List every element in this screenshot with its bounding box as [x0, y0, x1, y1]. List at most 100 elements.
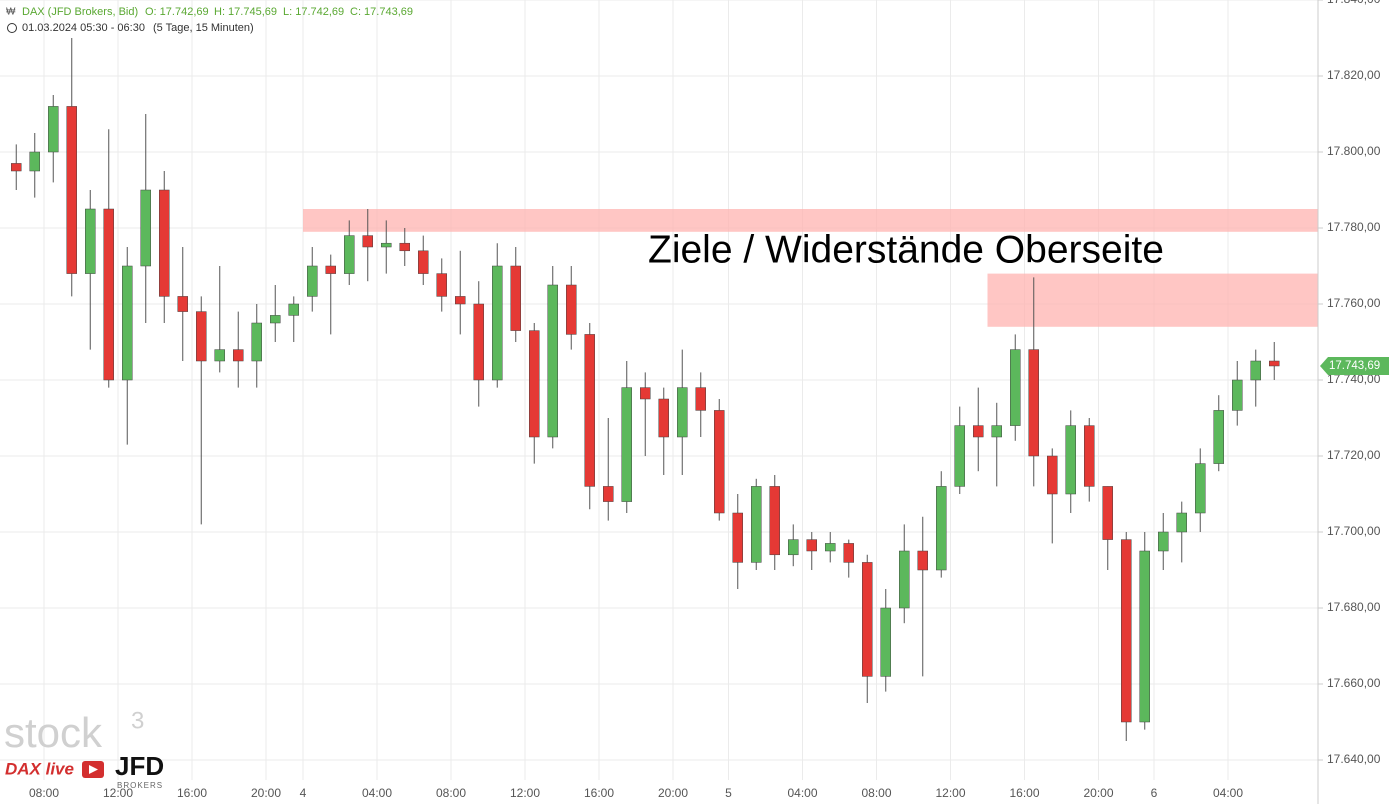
last-price-label: 17.743,69 — [1329, 360, 1380, 372]
candle-body — [11, 163, 22, 172]
candle-body — [547, 284, 558, 438]
y-tick-label: 17.840,00 — [1327, 0, 1381, 6]
candle-body — [603, 486, 614, 502]
symbol: DAX (JFD Brokers, Bid) — [22, 6, 138, 18]
candle-body — [880, 607, 891, 677]
x-tick-label: 08:00 — [29, 786, 59, 800]
candle-body — [1102, 486, 1113, 540]
x-tick-label: 20:00 — [1083, 786, 1113, 800]
candle-body — [66, 106, 77, 274]
x-tick-label: 20:00 — [658, 786, 688, 800]
grid — [0, 0, 1318, 780]
candle-body — [1139, 550, 1150, 723]
candle-body — [288, 303, 299, 316]
candle-body — [344, 235, 355, 274]
candle-body — [103, 208, 114, 381]
x-tick-label: 08:00 — [436, 786, 466, 800]
y-tick-label: 17.680,00 — [1327, 600, 1381, 614]
y-tick-label: 17.780,00 — [1327, 220, 1381, 234]
candle-body — [214, 349, 225, 362]
candle-body — [677, 387, 688, 438]
candle-body — [1121, 539, 1132, 723]
candle-body — [492, 265, 503, 381]
candle-body — [48, 106, 59, 153]
candle-body — [1084, 425, 1095, 487]
x-tick-label: 16:00 — [584, 786, 614, 800]
candle-body — [510, 265, 521, 331]
y-tick-label: 17.740,00 — [1327, 372, 1381, 386]
logo-sup: 3 — [131, 707, 144, 734]
play-triangle — [89, 765, 98, 774]
candle-body — [177, 296, 188, 312]
broker: JFD — [115, 751, 164, 781]
candle-body — [640, 387, 651, 400]
x-tick-label: 16:00 — [177, 786, 207, 800]
open-text: O: 17.742,69 — [145, 6, 209, 18]
zones — [303, 209, 1318, 327]
branding: stock 3 DAX live JFD BROKERS — [4, 707, 164, 790]
close-text: C: 17.743,69 — [350, 6, 413, 18]
candle-body — [991, 425, 1002, 438]
candle-body — [566, 284, 577, 335]
candle-body — [825, 543, 836, 552]
logo: stock — [4, 709, 103, 756]
candle-body — [1158, 531, 1169, 552]
icon: ₩ — [6, 7, 16, 18]
y-tick-label: 17.760,00 — [1327, 296, 1381, 310]
high-text: H: 17.745,69 — [214, 6, 277, 18]
candle-body — [85, 208, 96, 274]
candle-body — [381, 242, 392, 248]
candle-body — [325, 265, 336, 274]
candle-body — [1250, 360, 1261, 381]
candle-body — [769, 486, 780, 556]
candle-body — [251, 322, 262, 362]
x-tick-label: 04:00 — [1213, 786, 1243, 800]
candle-body — [584, 334, 595, 487]
candle-body — [473, 303, 484, 381]
x-tick-label: 04:00 — [787, 786, 817, 800]
broker-sub: BROKERS — [117, 781, 163, 790]
candle-body — [122, 265, 133, 381]
x-tick-label: 6 — [1151, 786, 1158, 800]
y-tick-label: 17.640,00 — [1327, 752, 1381, 766]
candle-body — [1195, 463, 1206, 514]
candle-body — [270, 315, 281, 324]
show-name: DAX live — [5, 759, 74, 778]
x-tick-label: 5 — [725, 786, 732, 800]
candle-body — [159, 189, 170, 297]
candle-body — [806, 539, 817, 552]
x-tick-label: 12:00 — [510, 786, 540, 800]
x-tick-label: 04:00 — [362, 786, 392, 800]
candle-body — [1047, 455, 1058, 495]
candle-body — [954, 425, 965, 487]
candle-body — [621, 387, 632, 502]
candle-body — [788, 539, 799, 556]
candle-body — [843, 543, 854, 563]
y-tick-label: 17.800,00 — [1327, 144, 1381, 158]
x-tick-label: 12:00 — [103, 786, 133, 800]
candle-body — [29, 151, 40, 172]
y-tick-label: 17.700,00 — [1327, 524, 1381, 538]
candle-body — [658, 398, 669, 438]
candles — [11, 38, 1280, 741]
resistance-zone — [987, 273, 1318, 327]
candle-body — [362, 235, 373, 248]
candle-body — [1232, 379, 1243, 411]
clock-icon — [7, 23, 17, 33]
candle-body — [436, 273, 447, 297]
candle-body — [751, 486, 762, 563]
candle-body — [973, 425, 984, 438]
axes: 17.640,00 17.660,00 17.680,00 17.700,00 17.7… — [29, 0, 1389, 800]
candle-body — [714, 410, 725, 514]
candle-body — [233, 349, 244, 362]
low-text: L: 17.742,69 — [283, 6, 344, 18]
candle-body — [196, 311, 207, 362]
x-tick-label: 08:00 — [861, 786, 891, 800]
candle-body — [1028, 349, 1039, 457]
candle-body — [1010, 349, 1021, 426]
x-tick-label: 4 — [300, 786, 307, 800]
candle-body — [140, 189, 151, 267]
candle-body — [529, 330, 540, 438]
candle-body — [917, 550, 928, 571]
